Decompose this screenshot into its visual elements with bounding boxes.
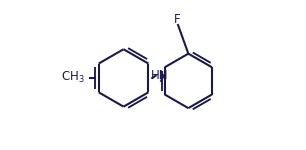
Text: CH$_3$: CH$_3$ bbox=[61, 70, 84, 85]
Text: F: F bbox=[174, 13, 181, 26]
Text: HN: HN bbox=[151, 69, 168, 82]
